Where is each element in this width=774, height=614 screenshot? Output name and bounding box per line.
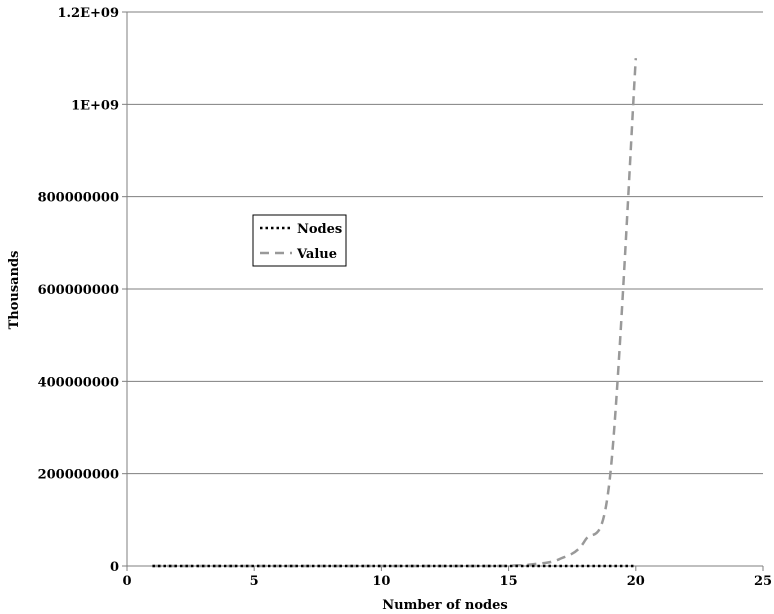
- x-tick-label-5: 25: [754, 574, 772, 589]
- y-axis-title: Thousands: [7, 251, 22, 330]
- legend-label-value: Value: [296, 247, 337, 262]
- grid-lines: [127, 11, 763, 475]
- series-line-value: [152, 58, 638, 568]
- y-tick-label-4: 800000000: [38, 191, 119, 206]
- y-tick-label-3: 600000000: [38, 283, 119, 298]
- y-tick-label-6: 1.2E+09: [57, 6, 119, 21]
- y-tick-label-5: 1E+09: [71, 98, 119, 113]
- x-tick-label-3: 15: [500, 574, 518, 589]
- y-axis-ticks: 0 200000000 400000000 600000000 800000000 1E+…: [38, 6, 127, 575]
- legend: Nodes Value: [252, 214, 347, 267]
- x-axis-ticks: 0 5 10 15 20 25: [122, 566, 772, 589]
- x-tick-label-4: 20: [627, 574, 645, 589]
- y-tick-label-2: 400000000: [38, 375, 119, 390]
- x-tick-label-2: 10: [372, 574, 390, 589]
- x-axis-title: Number of nodes: [382, 598, 507, 613]
- x-tick-label-0: 0: [122, 574, 131, 589]
- y-tick-label-1: 200000000: [38, 468, 119, 483]
- legend-label-nodes: Nodes: [297, 222, 342, 237]
- y-tick-label-0: 0: [110, 560, 119, 575]
- legend-box: [252, 214, 347, 267]
- x-tick-label-1: 5: [250, 574, 259, 589]
- series-lines: [152, 58, 638, 568]
